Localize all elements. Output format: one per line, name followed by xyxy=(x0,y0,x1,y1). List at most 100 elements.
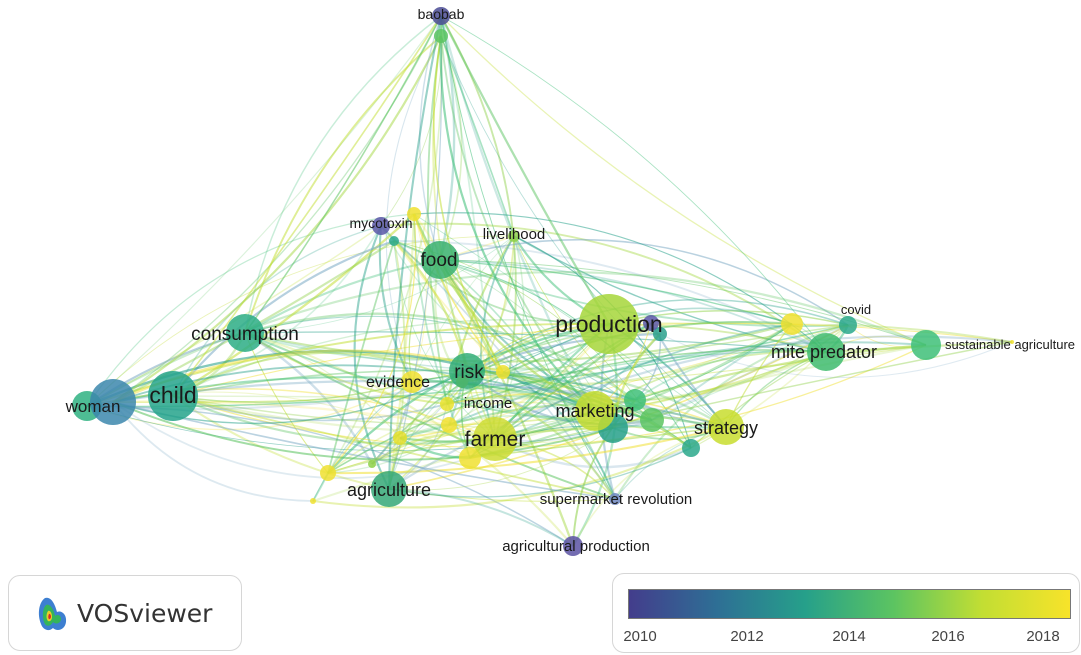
network-node[interactable] xyxy=(441,417,457,433)
node-food[interactable] xyxy=(421,241,459,279)
legend-tick-label: 2012 xyxy=(730,628,764,645)
network-edge xyxy=(469,341,1013,459)
node-mite-predator[interactable] xyxy=(807,333,845,371)
node-supermarket-revolution[interactable] xyxy=(609,493,621,505)
network-node[interactable] xyxy=(320,465,336,481)
network-edge xyxy=(439,15,597,412)
network-edge xyxy=(244,332,616,500)
network-node[interactable] xyxy=(434,29,448,43)
network-edge xyxy=(244,331,374,465)
network-edge xyxy=(172,344,927,449)
network-node[interactable] xyxy=(496,365,510,379)
network-edge xyxy=(312,426,727,509)
node-production[interactable] xyxy=(579,294,639,354)
network-edge xyxy=(385,35,442,383)
node-agricultural-production[interactable] xyxy=(563,536,583,556)
network-edge xyxy=(413,213,504,373)
network-edge xyxy=(327,349,827,474)
network-edge xyxy=(461,351,827,403)
network-edge xyxy=(439,259,616,500)
network-nodes xyxy=(72,7,1014,556)
node-income[interactable] xyxy=(440,397,454,411)
network-edge xyxy=(461,380,616,500)
node-child[interactable] xyxy=(148,371,198,421)
legend-tick-label: 2018 xyxy=(1026,628,1060,645)
network-edge xyxy=(494,323,793,440)
network-node[interactable] xyxy=(682,439,700,457)
network-edge xyxy=(651,323,793,421)
network-edge xyxy=(411,374,636,401)
network-node[interactable] xyxy=(1010,340,1014,344)
node-mycotoxin[interactable] xyxy=(372,217,390,235)
network-edge xyxy=(244,331,827,353)
network-edge xyxy=(327,427,614,474)
network-edge xyxy=(608,310,849,326)
network-edge xyxy=(388,240,406,490)
node-label: income xyxy=(464,395,512,412)
network-edges xyxy=(86,15,1013,547)
network-edge xyxy=(112,401,314,502)
node-marketing[interactable] xyxy=(575,391,615,431)
node-label: baobab xyxy=(418,6,465,22)
node-livelihood[interactable] xyxy=(508,230,520,242)
legend-tick-label: 2010 xyxy=(623,628,657,645)
network-edge xyxy=(86,270,927,407)
network-edge xyxy=(86,388,496,440)
network-edge xyxy=(439,259,596,412)
network-edge xyxy=(387,15,443,490)
network-node[interactable] xyxy=(90,379,136,425)
network-edge xyxy=(440,35,727,428)
network-edge xyxy=(244,315,653,421)
node-farmer[interactable] xyxy=(473,417,517,461)
network-node[interactable] xyxy=(389,236,399,246)
network-map[interactable]: baobab mycotoxin livelihood food consumption… xyxy=(0,0,1081,570)
network-node[interactable] xyxy=(368,460,376,468)
network-edge xyxy=(634,323,793,401)
node-label: livelihood xyxy=(483,226,546,243)
node-covid[interactable] xyxy=(839,316,857,334)
network-node[interactable] xyxy=(653,327,667,341)
node-risk[interactable] xyxy=(449,353,485,389)
network-edge xyxy=(387,213,416,490)
network-edge xyxy=(440,15,827,353)
network-edge xyxy=(327,401,596,474)
network-node[interactable] xyxy=(643,315,659,331)
network-edge xyxy=(172,395,390,491)
node-evidence[interactable] xyxy=(401,371,423,393)
network-edge xyxy=(327,371,504,474)
node-label: food xyxy=(421,250,458,271)
network-edge xyxy=(327,240,395,474)
network-edge xyxy=(244,235,515,334)
node-label: strategy xyxy=(694,418,758,438)
network-edge xyxy=(439,238,849,326)
network-edge xyxy=(388,488,616,502)
network-edge xyxy=(440,15,496,440)
node-baobab[interactable] xyxy=(432,7,450,25)
network-node[interactable] xyxy=(640,408,664,432)
node-label: mite predator xyxy=(771,342,877,362)
network-edge xyxy=(439,259,927,346)
network-node[interactable] xyxy=(624,389,646,411)
network-node[interactable] xyxy=(407,207,421,221)
network-edge xyxy=(172,369,468,397)
network-edge xyxy=(433,35,504,373)
node-sustainable-agriculture[interactable] xyxy=(911,330,941,360)
node-consumption[interactable] xyxy=(226,314,264,352)
network-edge xyxy=(327,213,417,474)
network-edge xyxy=(327,381,413,474)
node-label: woman xyxy=(65,397,121,416)
vosviewer-logo-icon xyxy=(38,597,67,631)
network-edge xyxy=(172,351,463,397)
network-edge xyxy=(419,15,442,261)
network-node[interactable] xyxy=(393,431,407,445)
node-agriculture[interactable] xyxy=(371,471,407,507)
network-node[interactable] xyxy=(310,498,316,504)
color-scale-bar xyxy=(628,589,1071,619)
node-label: consumption xyxy=(191,324,299,345)
network-edge xyxy=(86,391,471,459)
node-strategy[interactable] xyxy=(708,409,744,445)
network-node[interactable] xyxy=(459,447,481,469)
network-edge xyxy=(86,405,614,452)
network-edge xyxy=(172,395,616,500)
network-node[interactable] xyxy=(781,313,803,335)
